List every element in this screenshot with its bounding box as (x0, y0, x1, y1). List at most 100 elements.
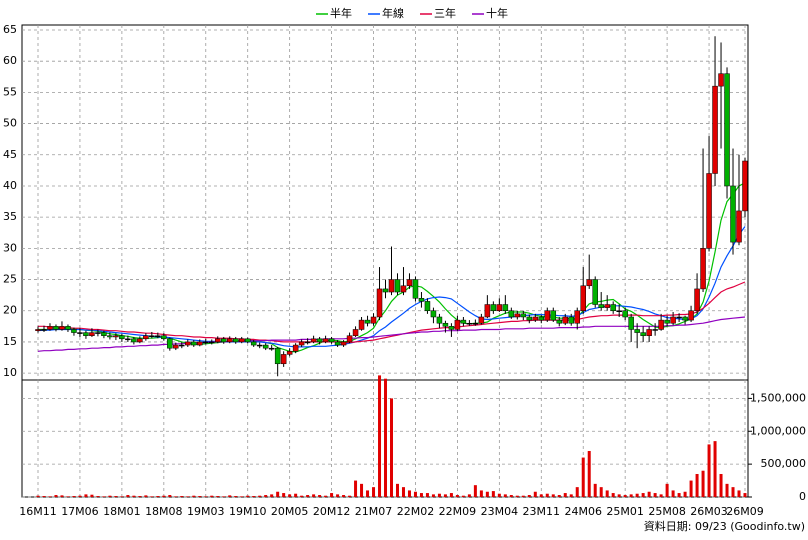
candle-body (53, 326, 59, 330)
candle-body (694, 288, 700, 311)
candle-body (298, 341, 305, 346)
candle-body (232, 338, 239, 343)
volume-bar (455, 495, 459, 497)
candle-body (496, 304, 503, 311)
volume-bar (120, 496, 124, 497)
candle-body (544, 310, 551, 321)
volume-bar (258, 495, 262, 497)
candle-body (652, 329, 658, 331)
volume-tick-label: 0 (799, 490, 806, 503)
volume-bar (42, 496, 46, 497)
volume-bar (378, 375, 382, 497)
volume-bar (587, 450, 591, 497)
volume-bar (342, 495, 346, 497)
candle-body (268, 347, 275, 350)
candle-body (143, 335, 149, 340)
volume-bar (659, 494, 663, 497)
candle-body (256, 344, 263, 347)
volume-bar (90, 494, 94, 497)
volume-bar (479, 490, 483, 497)
candle-body (358, 319, 365, 330)
volume-bar (366, 490, 370, 497)
candle-body (394, 279, 401, 293)
volume-bar (372, 487, 376, 497)
volume-bar (731, 487, 735, 497)
price-panel (21, 24, 749, 381)
volume-bar (431, 494, 435, 497)
candle-body (478, 316, 485, 324)
volume-bar (78, 495, 82, 497)
volume-bar (575, 487, 579, 497)
candle-body (640, 332, 646, 336)
volume-bar (252, 496, 256, 497)
x-tick-label: 17M06 (61, 505, 99, 518)
volume-bar (66, 496, 70, 497)
candle-body (364, 319, 371, 324)
candle-body (412, 279, 419, 299)
candle-body (47, 326, 53, 330)
volume-bar (605, 490, 609, 497)
candle-body (155, 335, 161, 337)
volume-bar (713, 441, 717, 497)
volume-bar (114, 496, 118, 497)
candle-body (418, 298, 425, 302)
volume-bar (551, 494, 555, 497)
volume-bar (683, 491, 687, 497)
candle-body (538, 316, 545, 321)
x-tick-label: 23M04 (481, 505, 519, 518)
volume-bar (443, 494, 447, 497)
candle-body (556, 319, 563, 324)
candle-body (574, 310, 580, 324)
volume-bar (210, 495, 214, 497)
volume-bar (737, 490, 741, 497)
volume-bar (557, 495, 561, 497)
volume-bar (593, 483, 597, 497)
candle-body (430, 310, 437, 318)
candle-body (244, 338, 251, 343)
candle-body (454, 319, 461, 330)
candle-body (634, 329, 640, 333)
candle-body (502, 304, 509, 311)
volume-bar (407, 490, 411, 497)
volume-tick-label: 1,500,000 (750, 391, 806, 404)
candle-body (400, 285, 407, 293)
candle-body (226, 338, 233, 343)
volume-bar (318, 495, 322, 497)
volume-bar (234, 496, 238, 497)
volume-bar (228, 495, 232, 497)
volume-bar (168, 495, 172, 497)
candle-body (35, 329, 41, 331)
candle-body (730, 185, 736, 243)
candle-body (376, 288, 383, 318)
volume-bar (156, 496, 160, 497)
volume-bar (485, 491, 489, 497)
volume-bar (108, 495, 112, 497)
volume-bar (413, 491, 417, 497)
volume-bar (695, 473, 699, 497)
candle-body (340, 341, 347, 346)
volume-bar (132, 495, 136, 497)
ma-line (38, 182, 746, 353)
volume-bar (503, 494, 507, 497)
candle-body (41, 329, 47, 331)
volume-bar (647, 491, 651, 497)
volume-bar (515, 495, 519, 497)
candle-body (137, 338, 143, 343)
candle-body (304, 341, 311, 344)
x-tick-label: 26M03 (690, 505, 728, 518)
volume-bar (509, 495, 513, 497)
candle-body (83, 332, 89, 336)
candle-body (179, 344, 185, 347)
candle-body (484, 304, 491, 318)
volume-bar (401, 487, 405, 497)
y-tick-label: 10 (3, 366, 17, 379)
x-tick-label: 25M08 (648, 505, 686, 518)
volume-bar (390, 398, 393, 497)
candle-body (167, 338, 173, 349)
candle-body (149, 335, 155, 337)
candle-body (95, 332, 101, 334)
volume-bar (216, 496, 220, 497)
volume-bar (348, 495, 352, 497)
volume-bar (599, 487, 603, 497)
